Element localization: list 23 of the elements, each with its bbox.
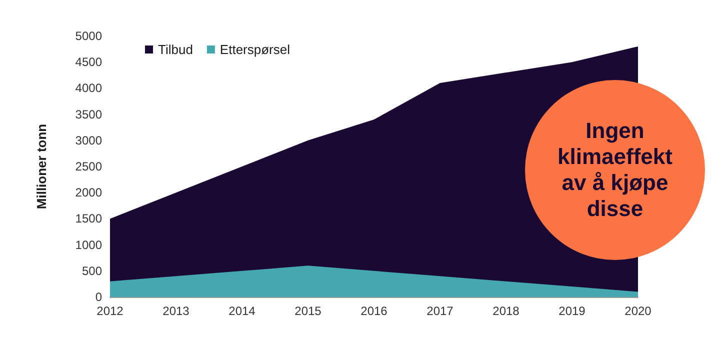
x-tick-label: 2012 bbox=[96, 304, 124, 318]
y-tick-label: 3000 bbox=[75, 133, 102, 148]
y-tick-label: 4000 bbox=[75, 81, 102, 96]
x-tick-label: 2016 bbox=[360, 304, 388, 318]
y-tick-label: 5000 bbox=[75, 29, 102, 43]
x-tick-label: 2014 bbox=[228, 304, 256, 318]
legend-label: Tilbud bbox=[158, 42, 193, 57]
y-tick-label: 0 bbox=[95, 290, 102, 304]
x-tick-label: 2015 bbox=[294, 304, 322, 318]
legend-label: Etterspørsel bbox=[220, 42, 290, 57]
y-tick-label: 500 bbox=[82, 264, 102, 278]
y-tick-label: 4500 bbox=[75, 55, 102, 70]
y-tick-label: 3500 bbox=[75, 107, 102, 122]
y-tick-label: 2000 bbox=[75, 186, 102, 200]
x-tick-label: 2020 bbox=[624, 304, 652, 318]
x-tick-label: 2017 bbox=[426, 304, 454, 318]
y-axis-title: Millioner tonn bbox=[34, 124, 49, 210]
x-tick-label: 2018 bbox=[492, 304, 520, 318]
x-tick-label: 2013 bbox=[162, 304, 190, 318]
y-tick-label: 1500 bbox=[75, 212, 102, 226]
x-tick-label: 2019 bbox=[558, 304, 586, 318]
y-tick-label: 2500 bbox=[75, 160, 102, 174]
y-tick-label: 1000 bbox=[75, 238, 102, 252]
